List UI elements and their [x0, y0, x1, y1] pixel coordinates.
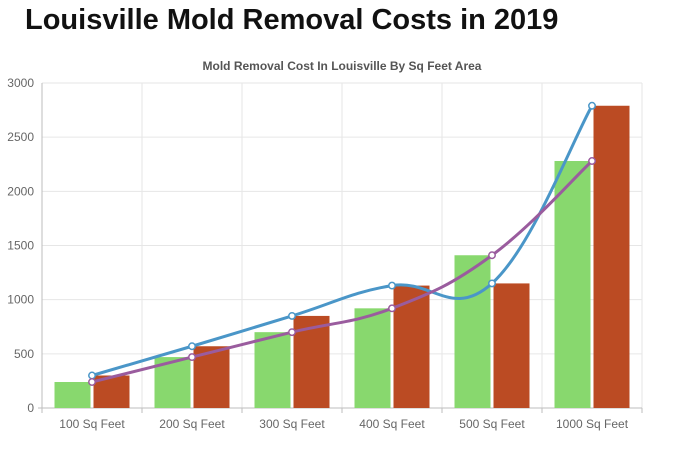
lines: [88, 101, 596, 386]
y-tick-label: 2000: [7, 184, 34, 198]
mold-cost-chart: Mold Removal Cost In Louisville By Sq Fe…: [7, 59, 643, 431]
line-point: [188, 353, 196, 362]
bar: [554, 161, 591, 408]
series-line: [91, 159, 594, 384]
x-tick-label: 400 Sq Feet: [359, 417, 425, 431]
bar: [54, 382, 91, 408]
x-tick-label: 200 Sq Feet: [159, 417, 225, 431]
chart-container: Mold Removal Cost In Louisville By Sq Fe…: [0, 50, 673, 448]
line-point: [188, 342, 196, 351]
y-tick-label: 1000: [7, 293, 34, 307]
line-point: [488, 279, 496, 288]
y-tick-label: 500: [14, 347, 34, 361]
line-point: [88, 371, 96, 380]
page-title: Louisville Mold Removal Costs in 2019: [25, 4, 559, 36]
y-tick-label: 2500: [7, 130, 34, 144]
line-point: [388, 281, 396, 290]
chart-title: Mold Removal Cost In Louisville By Sq Fe…: [203, 59, 482, 73]
bar: [454, 255, 491, 408]
line-point: [288, 328, 296, 337]
bar: [393, 285, 430, 408]
line-point: [288, 311, 296, 320]
y-tick-label: 0: [27, 401, 34, 415]
bars: [54, 105, 630, 408]
bar: [593, 105, 630, 408]
bar: [493, 283, 530, 408]
gridlines: [42, 82, 643, 408]
line-point: [488, 251, 496, 260]
x-tick-label: 100 Sq Feet: [59, 417, 125, 431]
x-tick-label: 300 Sq Feet: [259, 417, 325, 431]
line-point: [588, 157, 596, 165]
bar: [254, 332, 291, 408]
x-tick-label: 1000 Sq Feet: [556, 417, 629, 431]
line-point: [88, 378, 96, 386]
line-point: [588, 101, 596, 110]
y-tick-label: 3000: [7, 76, 34, 90]
bar: [354, 308, 391, 408]
x-tick-label: 500 Sq Feet: [459, 417, 525, 431]
line-point: [388, 304, 396, 313]
y-tick-label: 1500: [7, 239, 34, 253]
